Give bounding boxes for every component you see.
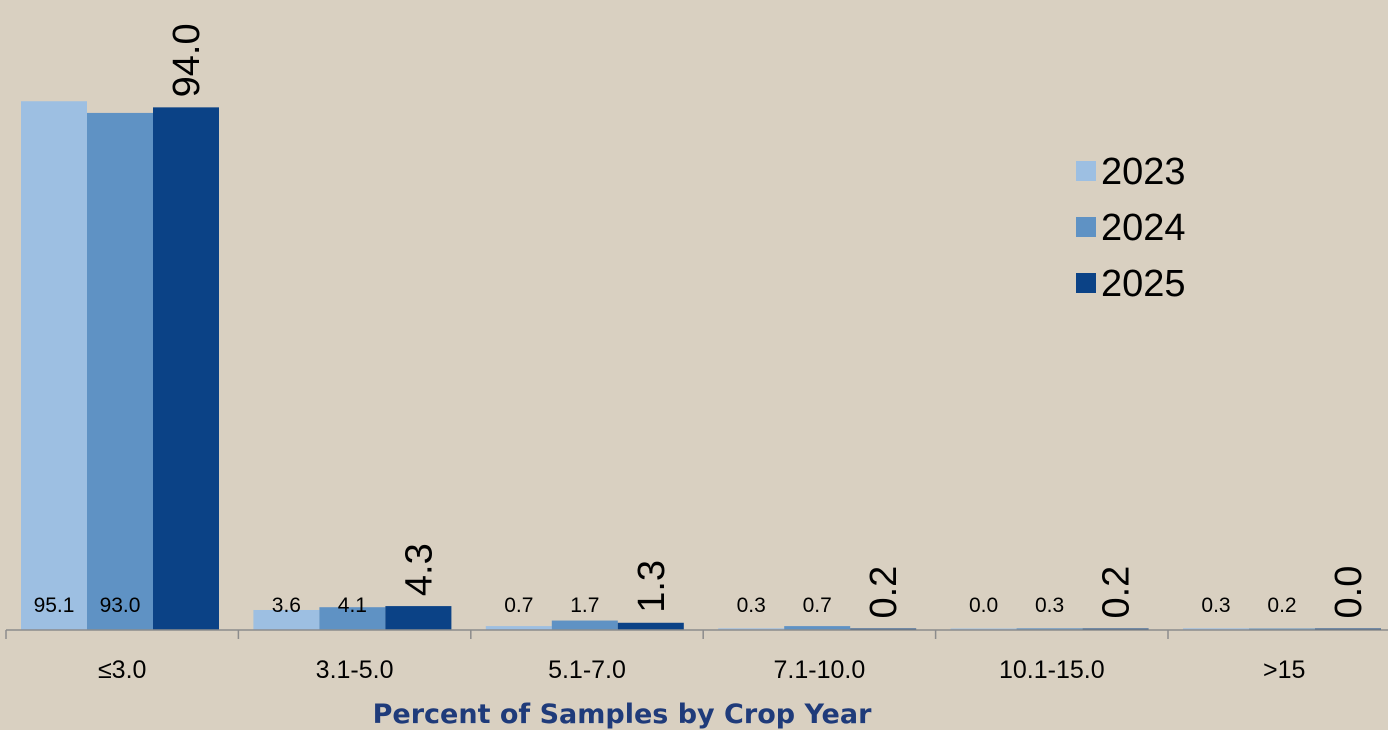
legend-label-2025: 2025: [1101, 263, 1186, 305]
bars-layer: [21, 101, 1381, 631]
bar-2024: [319, 607, 386, 630]
data-label-2024: 4.1: [338, 594, 367, 617]
data-label-2025: 0.2: [863, 566, 905, 619]
data-label-2025: 0.2: [1096, 566, 1138, 619]
x-axis-ticks: [5, 630, 1169, 639]
bar-2025: [617, 622, 684, 630]
bar-2023: [718, 628, 785, 630]
data-label-2025: 0.0: [1328, 566, 1370, 619]
data-label-2023: 0.3: [1201, 594, 1230, 617]
bar-2024: [87, 112, 153, 631]
bar-2024: [1016, 628, 1083, 630]
data-label-2023: 0.7: [504, 594, 533, 617]
bar-2025: [153, 107, 219, 631]
data-label-2025: 1.3: [631, 560, 673, 613]
bar-2024: [784, 626, 851, 630]
data-label-2025: 94.0: [166, 23, 208, 97]
data-label-2024: 0.2: [1267, 594, 1296, 617]
data-label-2024: 93.0: [100, 594, 141, 617]
legend-swatch-2024: [1076, 217, 1096, 237]
value-labels-layer: 95.1 93.0 94.0 3.6 4.1 4.3 0.7 1.7 1.3 0.3 0.7 0.2 0…: [34, 23, 1370, 618]
legend: 2023 2024 2025: [1076, 151, 1186, 305]
data-label-2023: 0.3: [737, 594, 766, 617]
data-label-2025: 4.3: [398, 543, 440, 596]
legend-swatch-2023: [1076, 161, 1096, 181]
bar-2024: [551, 620, 618, 630]
x-tick-label: 10.1-15.0: [999, 656, 1105, 684]
data-label-2023: 0.0: [969, 594, 998, 617]
bar-2023: [253, 609, 320, 630]
x-tick-label: 3.1-5.0: [316, 656, 394, 684]
x-tick-label: 7.1-10.0: [774, 656, 866, 684]
data-label-2023: 3.6: [272, 594, 301, 617]
bar-2025: [385, 606, 452, 630]
bar-2023: [21, 101, 87, 630]
data-label-2024: 0.3: [1035, 594, 1064, 617]
x-axis-tick-labels: ≤3.0 3.1-5.0 5.1-7.0 7.1-10.0 10.1-15.0 >15: [98, 656, 1305, 684]
data-label-2024: 1.7: [570, 594, 599, 617]
bar-2023: [1183, 628, 1249, 630]
x-tick-label: >15: [1263, 656, 1305, 684]
x-axis-title: Percent of Samples by Crop Year: [373, 699, 872, 730]
data-label-2024: 0.7: [803, 594, 832, 617]
legend-label-2023: 2023: [1101, 151, 1186, 193]
legend-swatch-2025: [1076, 273, 1096, 293]
legend-label-2024: 2024: [1101, 207, 1186, 249]
x-tick-label: 5.1-7.0: [548, 656, 626, 684]
bar-2023: [485, 626, 552, 630]
x-tick-label: ≤3.0: [98, 656, 146, 684]
data-label-2023: 95.1: [34, 594, 75, 617]
